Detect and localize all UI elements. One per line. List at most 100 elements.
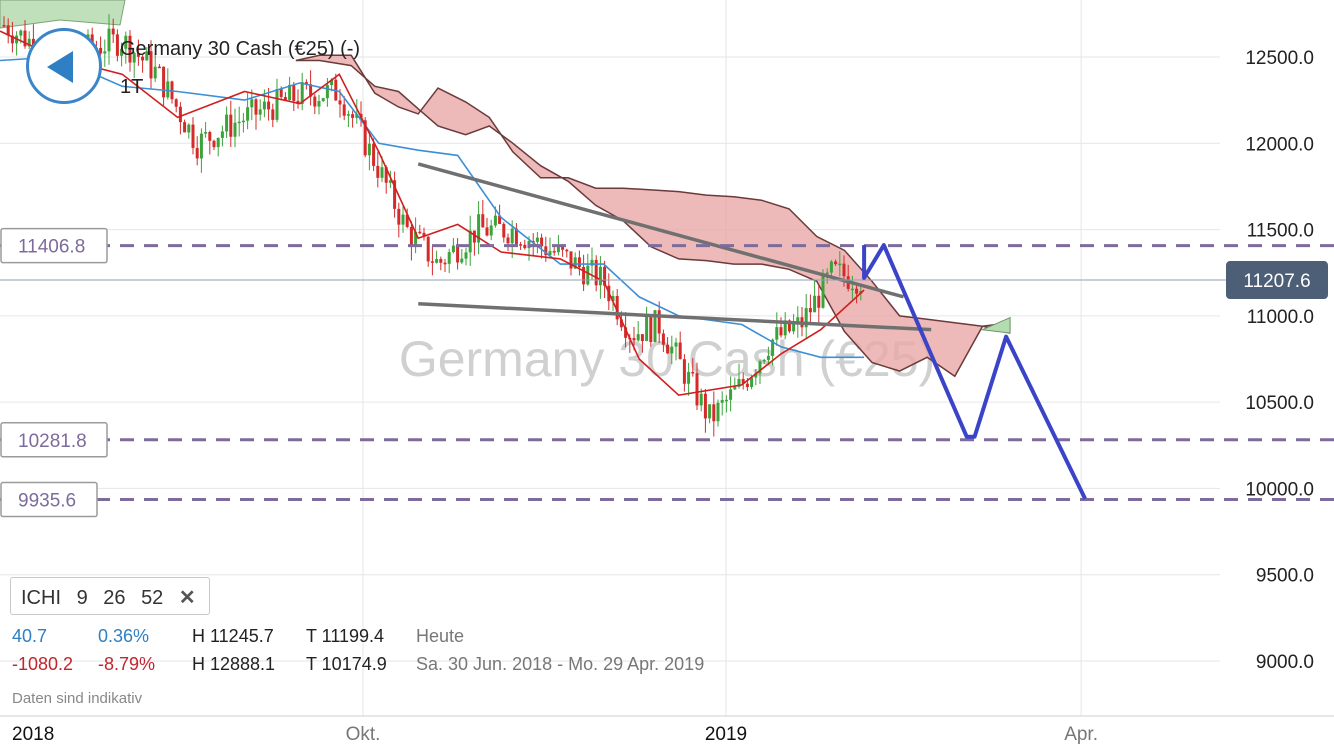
candle-body bbox=[468, 230, 472, 253]
candle-body bbox=[771, 339, 775, 356]
remove-indicator-icon[interactable]: ✕ bbox=[178, 587, 196, 609]
candle-body bbox=[493, 215, 497, 226]
chart-title-box: Germany 30 Cash (€25) (-) 1T bbox=[120, 30, 360, 106]
candle-body bbox=[128, 35, 132, 63]
candle-body bbox=[241, 120, 245, 123]
candle-body bbox=[842, 263, 846, 277]
candle-body bbox=[573, 257, 577, 269]
candle-body bbox=[506, 237, 510, 244]
candle-body bbox=[649, 316, 653, 342]
instrument-name: Germany 30 Cash (€25) (-) bbox=[120, 38, 361, 60]
candle-body bbox=[514, 228, 518, 245]
candle-body bbox=[838, 263, 842, 266]
candle-body bbox=[556, 245, 560, 253]
candle-body bbox=[204, 131, 208, 134]
candle-body bbox=[409, 227, 413, 247]
candle-body bbox=[737, 379, 741, 387]
candle-body bbox=[237, 121, 241, 124]
candle-body bbox=[162, 66, 166, 98]
candle-body bbox=[288, 84, 292, 100]
indicator-name: ICHI bbox=[21, 587, 61, 609]
kumo-cloud bbox=[295, 55, 1011, 377]
candle-body bbox=[246, 107, 250, 121]
candle-body bbox=[103, 51, 107, 54]
back-button[interactable] bbox=[26, 28, 102, 104]
candle-body bbox=[426, 236, 430, 262]
candle-body bbox=[724, 399, 728, 402]
candle-body bbox=[321, 98, 325, 102]
candle-body bbox=[10, 35, 14, 44]
candle-body bbox=[758, 361, 762, 374]
candle-body bbox=[397, 208, 401, 225]
indicator-chip[interactable]: ICHI 9 26 52 ✕ bbox=[10, 577, 210, 615]
candle-body bbox=[535, 237, 539, 242]
candle-body bbox=[145, 51, 149, 61]
tenkan-sen-line bbox=[0, 30, 865, 397]
candle-body bbox=[157, 66, 161, 69]
candle-body bbox=[195, 147, 199, 159]
candle-body bbox=[447, 252, 451, 264]
candle-body bbox=[430, 261, 434, 263]
candle-body bbox=[115, 34, 119, 56]
candle-body bbox=[645, 316, 649, 342]
candle-body bbox=[796, 317, 800, 325]
candle-body bbox=[590, 259, 594, 266]
candle-body bbox=[199, 133, 203, 159]
x-tick-label: Apr. bbox=[1064, 724, 1098, 745]
candle-body bbox=[23, 30, 27, 47]
candle-body bbox=[401, 214, 405, 225]
candle-body bbox=[720, 399, 724, 403]
candle-body bbox=[687, 371, 691, 384]
candle-body bbox=[519, 244, 523, 246]
candle-body bbox=[254, 99, 258, 115]
candle-body bbox=[346, 114, 350, 116]
forecast-path bbox=[862, 243, 1087, 500]
candle-body bbox=[166, 81, 170, 98]
candle-body bbox=[19, 30, 23, 36]
candle-body bbox=[405, 214, 409, 228]
candle-body bbox=[787, 320, 791, 332]
candle-body bbox=[292, 84, 296, 101]
current-price-value: 11207.6 bbox=[1243, 271, 1310, 292]
indicator-param-3: 52 bbox=[141, 587, 164, 609]
disclaimer: Daten sind indikativ bbox=[12, 690, 143, 707]
candle-body bbox=[586, 265, 590, 285]
x-tick-label: 2018 bbox=[12, 724, 54, 745]
range-period: Sa. 30 Jun. 2018 - Mo. 29 Apr. 2019 bbox=[416, 654, 705, 674]
candle-body bbox=[855, 288, 859, 294]
y-tick-label: 11000.0 bbox=[1247, 307, 1314, 328]
candle-body bbox=[733, 386, 737, 390]
candle-body bbox=[212, 140, 216, 148]
candle-body bbox=[174, 99, 178, 107]
candle-body bbox=[792, 324, 796, 332]
candle-body bbox=[380, 167, 384, 178]
candle-body bbox=[372, 143, 376, 166]
candle-body bbox=[439, 259, 443, 263]
kumo-green-cloud bbox=[980, 316, 1011, 334]
candle-body bbox=[817, 295, 821, 308]
candle-body bbox=[258, 109, 262, 115]
candle-body bbox=[548, 251, 552, 256]
candle-body bbox=[384, 167, 388, 183]
candle-body bbox=[229, 114, 233, 137]
candle-body bbox=[464, 252, 468, 259]
candle-body bbox=[552, 251, 556, 253]
candle-body bbox=[729, 389, 733, 400]
candle-body bbox=[313, 96, 317, 107]
candle-body bbox=[376, 165, 380, 178]
candle-body bbox=[443, 262, 447, 265]
candle-body bbox=[808, 308, 812, 313]
candle-body bbox=[661, 333, 665, 345]
y-tick-label: 9500.0 bbox=[1256, 566, 1314, 587]
y-tick-label: 11500.0 bbox=[1247, 221, 1314, 242]
candle-body bbox=[779, 327, 783, 336]
candle-body bbox=[367, 143, 371, 156]
candle-body bbox=[678, 342, 682, 360]
range-change: -1080.2 bbox=[12, 654, 74, 674]
candle-body bbox=[703, 393, 707, 419]
timeframe-label: 1T bbox=[120, 76, 144, 98]
candle-body bbox=[695, 373, 699, 406]
candle-body bbox=[674, 342, 678, 347]
candle-body bbox=[540, 237, 544, 247]
